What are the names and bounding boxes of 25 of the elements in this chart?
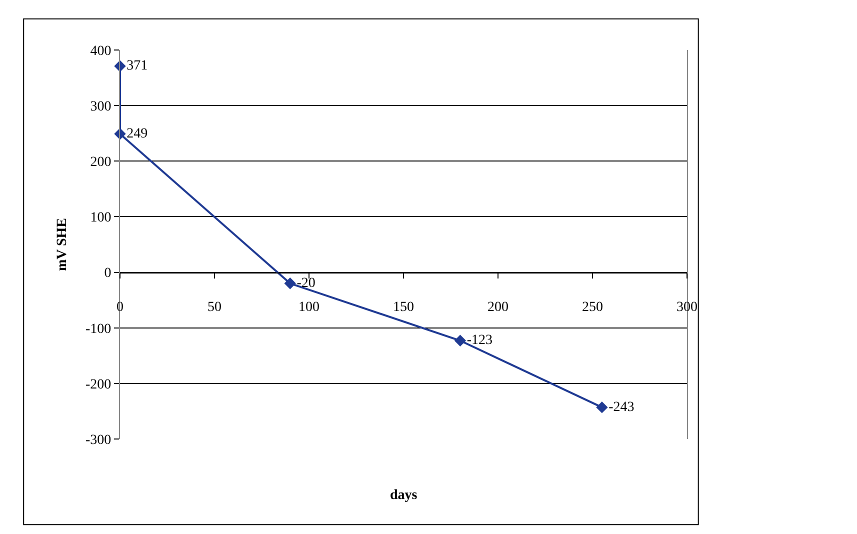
x-tick-label: 100 (298, 300, 320, 316)
x-axis-title: days (390, 488, 418, 503)
data-label: 249 (126, 126, 148, 142)
x-tick-label: 150 (393, 300, 414, 316)
x-tick-label: 50 (208, 300, 222, 316)
y-tick-label: 100 (90, 210, 112, 226)
point (454, 334, 466, 346)
y-tick-label: 300 (90, 99, 112, 114)
y-tick-label: 0 (104, 266, 112, 282)
x-tick-label: 200 (488, 300, 508, 316)
x-tick-label: 0 (116, 300, 124, 316)
y-tick-label: 200 (90, 155, 112, 170)
data-label: -243 (608, 400, 634, 415)
y-tick-label: -100 (86, 322, 112, 337)
y-tick-label: -200 (86, 377, 112, 392)
y-axis-title: mV SHE (55, 218, 70, 272)
data-label: 371 (126, 58, 148, 74)
data-label: -20 (296, 276, 316, 291)
x-tick-label: 250 (582, 300, 603, 316)
y-tick-label: -300 (86, 432, 112, 448)
point (596, 401, 608, 414)
y-tick-label: 400 (90, 44, 112, 59)
x-tick-label: 300 (676, 300, 698, 316)
point (284, 278, 296, 290)
data-label: -123 (466, 333, 492, 348)
